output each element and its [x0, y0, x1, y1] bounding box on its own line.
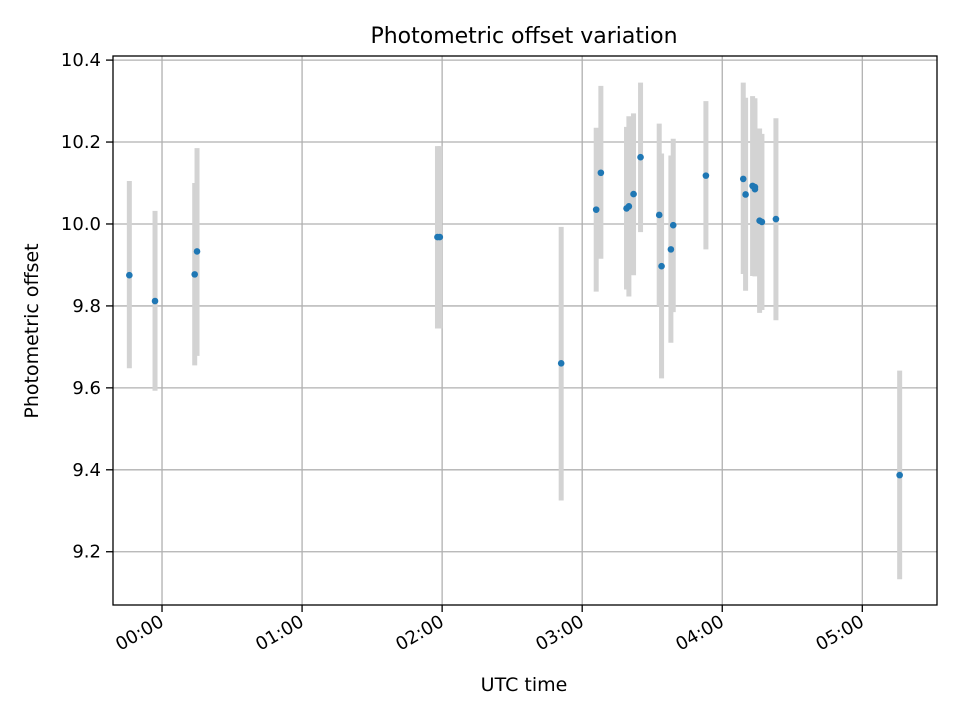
data-point [126, 271, 133, 279]
data-point [669, 221, 677, 229]
y-tick-label: 9.8 [72, 296, 101, 317]
chart-title: Photometric offset variation [370, 24, 677, 49]
data-point [557, 359, 565, 367]
plot-frame [112, 55, 938, 606]
data-point [702, 172, 710, 179]
grid [113, 56, 937, 605]
data-point [436, 233, 444, 241]
data-point [151, 297, 159, 305]
data-point [637, 153, 644, 161]
x-tick-label: 02:00 [392, 611, 447, 655]
x-tick-label: 01:00 [252, 611, 307, 655]
y-tick-label: 9.2 [72, 542, 101, 563]
data-point [597, 169, 605, 177]
data-point [191, 271, 198, 278]
x-axis-label: UTC time [481, 674, 568, 696]
data-point [655, 211, 663, 219]
y-tick-label: 10.2 [61, 132, 101, 153]
y-tick-label: 10.4 [61, 50, 101, 71]
x-tick-label: 00:00 [112, 611, 167, 655]
y-tick-label: 10.0 [61, 214, 101, 235]
error-bars [126, 82, 903, 580]
y-tick-label: 9.4 [72, 460, 101, 481]
data-point [193, 248, 201, 255]
data-point [667, 246, 675, 253]
data-points [126, 153, 903, 479]
x-tick-label: 05:00 [812, 611, 867, 655]
data-point [896, 471, 903, 479]
data-point [625, 203, 633, 210]
data-point [742, 191, 749, 198]
x-tick-label: 03:00 [532, 611, 587, 655]
data-point [758, 218, 766, 226]
data-point [772, 215, 780, 223]
x-tick-label: 04:00 [672, 611, 727, 655]
data-point [751, 183, 759, 191]
data-point [630, 190, 637, 198]
y-axis-ticks: 9.2 9.4 9.6 9.8 10.0 10.2 10.4 [61, 50, 113, 563]
y-tick-label: 9.6 [72, 378, 101, 399]
data-point [658, 262, 665, 270]
x-axis-ticks: 00:00 01:00 02:00 03:00 04:00 05:00 [112, 605, 868, 655]
y-axis-label: Photometric offset [21, 243, 43, 418]
data-point [592, 206, 600, 213]
data-point [739, 175, 747, 183]
